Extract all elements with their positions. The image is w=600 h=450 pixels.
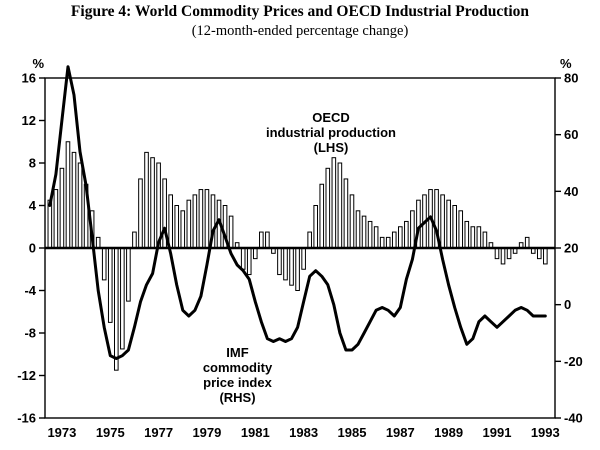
- svg-text:80: 80: [564, 71, 578, 86]
- svg-text:12: 12: [22, 113, 36, 128]
- svg-text:-8: -8: [24, 326, 36, 341]
- left-axis-unit: %: [32, 56, 44, 71]
- svg-text:1991: 1991: [483, 425, 512, 440]
- svg-text:-20: -20: [564, 354, 583, 369]
- x-axis-labels: 1973 1975 1977 1979 1981 1983 1985 1987 1989 1991…: [47, 425, 559, 440]
- svg-text:0: 0: [564, 297, 571, 312]
- svg-text:4: 4: [29, 198, 37, 213]
- svg-text:0: 0: [29, 241, 36, 256]
- svg-text:-4: -4: [24, 283, 36, 298]
- svg-text:1981: 1981: [241, 425, 270, 440]
- svg-text:-12: -12: [17, 368, 36, 383]
- svg-text:8: 8: [29, 156, 36, 171]
- svg-text:1983: 1983: [289, 425, 318, 440]
- svg-text:60: 60: [564, 127, 578, 142]
- svg-text:1979: 1979: [192, 425, 221, 440]
- annotation-imf-series-label: IMF commodity price index (RHS): [202, 345, 273, 405]
- svg-text:1977: 1977: [144, 425, 173, 440]
- left-axis-ticks: 16 12 8 4 0 -4 -8 -12 -16: [17, 71, 45, 426]
- svg-text:1993: 1993: [531, 425, 560, 440]
- line-series-imf: [48, 65, 547, 360]
- right-axis-unit: %: [560, 56, 572, 71]
- svg-text:-16: -16: [17, 411, 36, 426]
- svg-text:1989: 1989: [434, 425, 463, 440]
- svg-text:1975: 1975: [96, 425, 125, 440]
- annotation-oecd-series-label: OECD industrial production (LHS): [266, 110, 396, 155]
- figure-subtitle: (12-month-ended percentage change): [191, 23, 409, 39]
- figure-title: Figure 4: World Commodity Prices and OEC…: [70, 3, 530, 20]
- svg-text:-40: -40: [564, 411, 583, 426]
- svg-text:1973: 1973: [47, 425, 76, 440]
- svg-text:1985: 1985: [338, 425, 367, 440]
- svg-text:20: 20: [564, 241, 578, 256]
- svg-text:1987: 1987: [386, 425, 415, 440]
- svg-text:16: 16: [22, 71, 36, 86]
- right-axis-ticks: 80 60 40 20 0 -20 -40: [555, 71, 583, 426]
- svg-text:40: 40: [564, 184, 578, 199]
